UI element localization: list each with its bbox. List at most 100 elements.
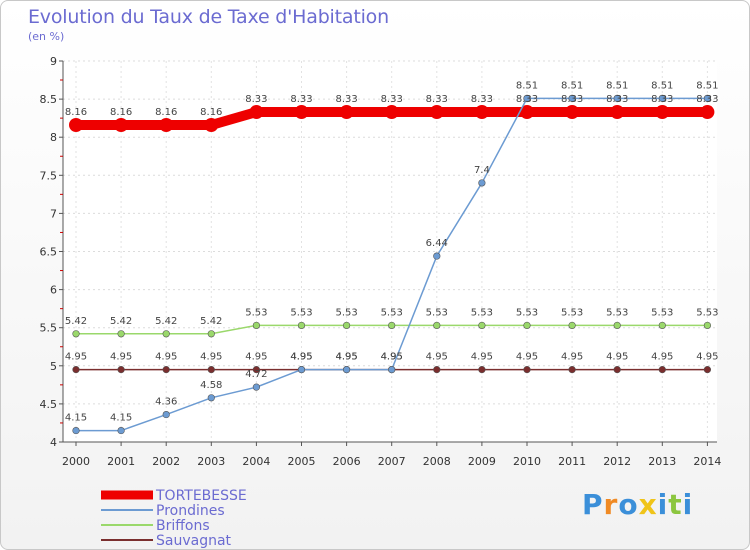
data-point xyxy=(294,105,309,120)
data-label: 8.51 xyxy=(696,80,718,91)
data-label: 4.95 xyxy=(561,352,583,363)
logo-letter: r xyxy=(603,488,619,521)
data-label: 4.95 xyxy=(335,352,357,363)
data-label: 8.33 xyxy=(696,94,718,105)
x-tick-label: 2008 xyxy=(423,455,451,468)
data-label: 4.95 xyxy=(426,352,448,363)
data-label: 4.95 xyxy=(696,352,718,363)
x-tick-label: 2009 xyxy=(468,455,496,468)
data-label: 5.53 xyxy=(606,307,628,318)
data-label: 8.33 xyxy=(651,94,673,105)
data-label: 4.95 xyxy=(471,352,493,363)
x-tick-label: 2012 xyxy=(603,455,631,468)
data-label: 5.53 xyxy=(516,307,538,318)
x-tick-label: 2005 xyxy=(288,455,316,468)
data-label: 4.95 xyxy=(290,352,312,363)
legend-label: Prondines xyxy=(156,503,225,519)
data-label: 8.33 xyxy=(516,94,538,105)
data-label: 8.33 xyxy=(426,94,448,105)
logo-letter: i xyxy=(657,488,669,521)
y-tick-label: 8 xyxy=(50,131,57,144)
data-point xyxy=(700,105,715,120)
x-tick-label: 2006 xyxy=(333,455,361,468)
legend-label: TORTEBESSE xyxy=(155,488,247,504)
data-point xyxy=(388,366,396,374)
data-point xyxy=(433,366,441,374)
data-label: 5.53 xyxy=(651,307,673,318)
y-tick-label: 4.5 xyxy=(40,398,58,411)
data-point xyxy=(429,105,444,120)
data-label: 8.51 xyxy=(561,80,583,91)
data-point xyxy=(207,394,215,402)
data-label: 5.53 xyxy=(561,307,583,318)
data-label: 8.33 xyxy=(245,94,267,105)
y-tick-label: 4 xyxy=(50,436,57,449)
y-tick-label: 6 xyxy=(50,284,57,297)
data-point xyxy=(252,383,260,391)
logo-letter: x xyxy=(638,488,658,521)
data-point xyxy=(297,321,306,330)
data-label: 8.51 xyxy=(651,80,673,91)
x-tick-label: 2000 xyxy=(62,455,90,468)
x-tick-label: 2003 xyxy=(197,455,225,468)
data-point xyxy=(207,366,215,374)
data-label: 8.33 xyxy=(606,94,628,105)
data-label: 4.72 xyxy=(245,369,267,380)
logo-letter: i xyxy=(682,488,694,521)
data-point xyxy=(343,366,351,374)
data-point xyxy=(69,118,83,133)
data-point xyxy=(568,321,576,330)
data-point xyxy=(72,366,80,374)
data-point xyxy=(613,321,621,330)
y-tick-label: 5 xyxy=(50,360,57,373)
data-label: 8.33 xyxy=(290,94,312,105)
chart-title: Evolution du Taux de Taxe d'Habitation xyxy=(28,6,389,28)
data-point xyxy=(658,94,666,102)
y-tick-label: 7.5 xyxy=(40,169,58,182)
data-label: 5.53 xyxy=(335,307,357,318)
data-point xyxy=(703,94,712,102)
logo-letter: o xyxy=(618,488,639,521)
x-tick-label: 2011 xyxy=(558,455,586,468)
data-point xyxy=(568,94,576,102)
data-point xyxy=(252,366,260,374)
data-label: 4.95 xyxy=(200,352,222,363)
data-point xyxy=(207,330,215,338)
data-label: 8.16 xyxy=(65,107,87,118)
data-label: 5.53 xyxy=(245,307,267,318)
x-tick-label: 2007 xyxy=(378,455,406,468)
data-label: 5.53 xyxy=(381,307,403,318)
data-label: 5.42 xyxy=(110,316,132,327)
data-point xyxy=(523,366,531,374)
data-label: 4.95 xyxy=(245,352,267,363)
y-tick-label: 6.5 xyxy=(40,246,58,259)
data-point xyxy=(388,321,396,330)
data-label: 5.42 xyxy=(65,316,87,327)
data-label: 8.16 xyxy=(110,107,132,118)
data-label: 4.95 xyxy=(381,352,403,363)
data-label: 4.95 xyxy=(335,352,357,363)
data-point xyxy=(433,252,441,260)
legend-label: Briffons xyxy=(156,518,210,534)
data-label: 4.95 xyxy=(651,352,673,363)
data-label: 6.44 xyxy=(426,238,448,249)
y-tick-label: 9 xyxy=(50,55,57,68)
data-point xyxy=(343,321,351,330)
data-label: 8.33 xyxy=(381,94,403,105)
data-point xyxy=(252,321,260,330)
data-point xyxy=(703,366,712,374)
data-label: 8.16 xyxy=(200,107,222,118)
data-point xyxy=(565,105,580,120)
data-label: 8.33 xyxy=(561,94,583,105)
data-point xyxy=(162,366,170,374)
x-tick-label: 2010 xyxy=(513,455,541,468)
data-point xyxy=(72,330,80,338)
x-tick-label: 2004 xyxy=(242,455,270,468)
y-tick-label: 8.5 xyxy=(40,93,58,106)
data-point xyxy=(658,366,666,374)
data-point xyxy=(568,366,576,374)
data-point xyxy=(297,366,306,374)
x-tick-label: 2001 xyxy=(107,455,135,468)
